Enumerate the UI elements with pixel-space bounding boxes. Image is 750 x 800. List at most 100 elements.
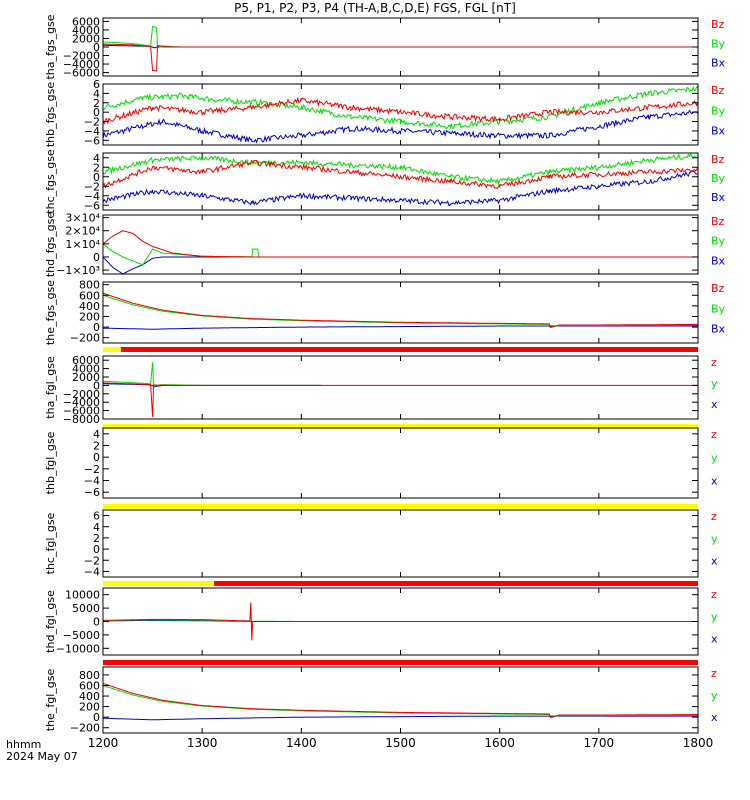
series-line-z (102, 160, 699, 190)
series-line-x (102, 109, 699, 144)
x-tick-label: 1600 (484, 736, 515, 750)
y-tick-label: 0 (93, 171, 100, 184)
y-tick-label: 0 (93, 451, 100, 464)
y-tick-label: −4000 (63, 58, 100, 71)
series-line-x (102, 715, 698, 721)
y-tick-label: 3×10⁴ (65, 212, 100, 225)
y-tick-label: 6000 (72, 15, 100, 28)
y-tick-label: −2 (84, 554, 100, 567)
legend-label-y: By (711, 37, 726, 50)
series-line-z (102, 230, 698, 258)
y-tick-label: −1×10³ (56, 264, 100, 277)
panel-frame (102, 152, 699, 211)
y-tick-label: −4 (84, 565, 100, 578)
y-tick-label: 2 (93, 532, 100, 545)
panel-ylabel: thb_fgs_gse (44, 82, 57, 148)
legend-label-y: y (711, 689, 718, 702)
y-tick-label: −4 (84, 190, 100, 203)
y-tick-label: 4 (93, 521, 100, 534)
series-line-x (102, 256, 441, 275)
y-tick-label: 1×10⁴ (65, 238, 100, 251)
time-unit-label: hhmm (6, 738, 42, 751)
y-tick-label: 0 (93, 321, 100, 334)
y-tick-label: 2 (93, 97, 100, 110)
y-tick-label: −200 (70, 332, 100, 345)
chart-title: P5, P1, P2, P3, P4 (TH-A,B,C,D,E) FGS, F… (234, 1, 516, 15)
legend-label-x: Bx (711, 125, 726, 138)
legend-label-x: Bx (711, 191, 726, 204)
x-tick-label: 1200 (88, 736, 119, 750)
legend-label-x: Bx (711, 254, 726, 267)
legend-label-x: Bx (711, 57, 726, 70)
y-tick-label: 4 (93, 87, 100, 100)
panel-ylabel: thb_fgl_gse (44, 431, 57, 494)
y-tick-label: 2000 (72, 32, 100, 45)
y-tick-label: 0 (93, 616, 100, 629)
status-bar-segment-yellow (103, 424, 698, 429)
y-tick-label: 600 (79, 679, 100, 692)
y-tick-label: 2000 (72, 371, 100, 384)
status-bar-segment-red (120, 347, 699, 352)
panel-ylabel: tha_fgl_gse (44, 356, 57, 419)
x-tick-label: 1400 (286, 736, 317, 750)
x-tick-label: 1500 (385, 736, 416, 750)
x-tick-label: 1300 (187, 736, 218, 750)
y-tick-label: −6 (84, 134, 100, 147)
y-tick-label: 5000 (72, 602, 100, 615)
panel-frame (102, 83, 699, 146)
legend-label-y: y (711, 532, 718, 545)
y-tick-label: 400 (79, 690, 100, 703)
y-tick-label: −4 (84, 125, 100, 138)
series-line-z (102, 96, 699, 125)
series-line-y (102, 152, 699, 186)
status-bar-segment-yellow (103, 504, 698, 509)
legend-label-z: Bz (711, 153, 725, 166)
y-tick-label: −2000 (63, 50, 100, 63)
y-tick-label: 400 (79, 300, 100, 313)
panel-frame (102, 509, 699, 578)
series-line-z (103, 382, 698, 417)
panel-ylabel: thc_fgs_gse (44, 149, 57, 214)
y-tick-label: −6 (84, 199, 100, 212)
legend-label-z: Bz (711, 18, 725, 31)
y-tick-label: −2 (84, 116, 100, 129)
series-line-z (102, 292, 698, 328)
status-bar-segment-yellow (103, 347, 121, 352)
y-tick-label: −8000 (63, 413, 100, 426)
y-tick-label: −5000 (63, 629, 100, 642)
y-tick-label: 800 (79, 669, 100, 682)
y-tick-label: 10000 (65, 589, 100, 602)
legend-label-y: By (711, 235, 726, 248)
legend-label-y: By (711, 104, 726, 117)
y-tick-label: −6 (84, 486, 100, 499)
series-line-z (103, 602, 698, 641)
legend-label-x: x (711, 555, 718, 568)
panel-frame (102, 355, 699, 420)
y-tick-label: 6000 (72, 354, 100, 367)
legend-label-y: By (711, 172, 726, 185)
y-tick-label: −4000 (63, 396, 100, 409)
y-tick-label: 0 (93, 41, 100, 54)
y-tick-label: 0 (93, 711, 100, 724)
status-bar-segment-red (103, 660, 698, 665)
y-tick-label: 0 (93, 543, 100, 556)
series-line-z (102, 682, 698, 718)
legend-label-x: x (711, 711, 718, 724)
legend-label-z: Bz (711, 215, 725, 228)
legend-label-z: z (711, 510, 717, 523)
y-tick-label: 2 (93, 440, 100, 453)
y-tick-label: 2×10⁴ (65, 225, 100, 238)
y-tick-label: 800 (79, 279, 100, 292)
legend-label-x: Bx (711, 323, 726, 336)
legend-label-y: y (711, 610, 718, 623)
y-tick-label: −6000 (63, 405, 100, 418)
y-tick-label: −2000 (63, 388, 100, 401)
y-tick-label: −10000 (56, 642, 100, 655)
y-tick-label: −6000 (63, 67, 100, 80)
legend-label-y: y (711, 377, 718, 390)
status-bar-segment-yellow (103, 581, 215, 586)
y-tick-label: 200 (79, 701, 100, 714)
y-tick-label: 4 (93, 428, 100, 441)
x-tick-label: 1700 (584, 736, 615, 750)
